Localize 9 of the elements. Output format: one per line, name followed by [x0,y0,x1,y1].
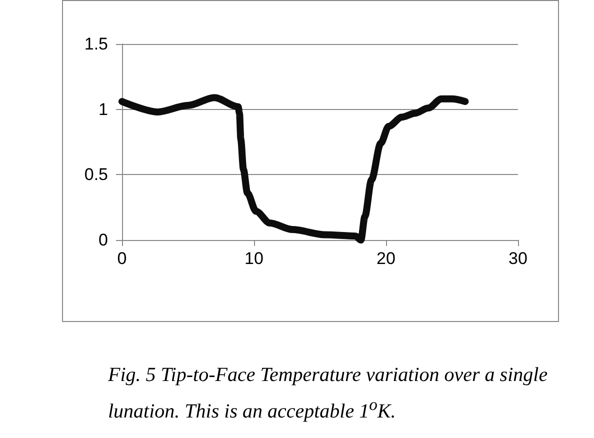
x-tick-label: 10 [244,249,264,268]
x-tick-label: 0 [117,249,127,268]
x-tick-label: 20 [376,249,396,268]
y-tick-label: 0 [98,230,108,250]
y-tick-label: 1.5 [84,34,108,54]
caption: Fig. 5 Tip-to-Face Temperature variation over a single lunation. This is an acceptable 1$^{o}$K. [108,363,549,425]
y-tick-label: 0.5 [84,165,108,184]
y-tick-label: 1 [98,100,108,119]
x-tick-label: 30 [508,249,528,268]
